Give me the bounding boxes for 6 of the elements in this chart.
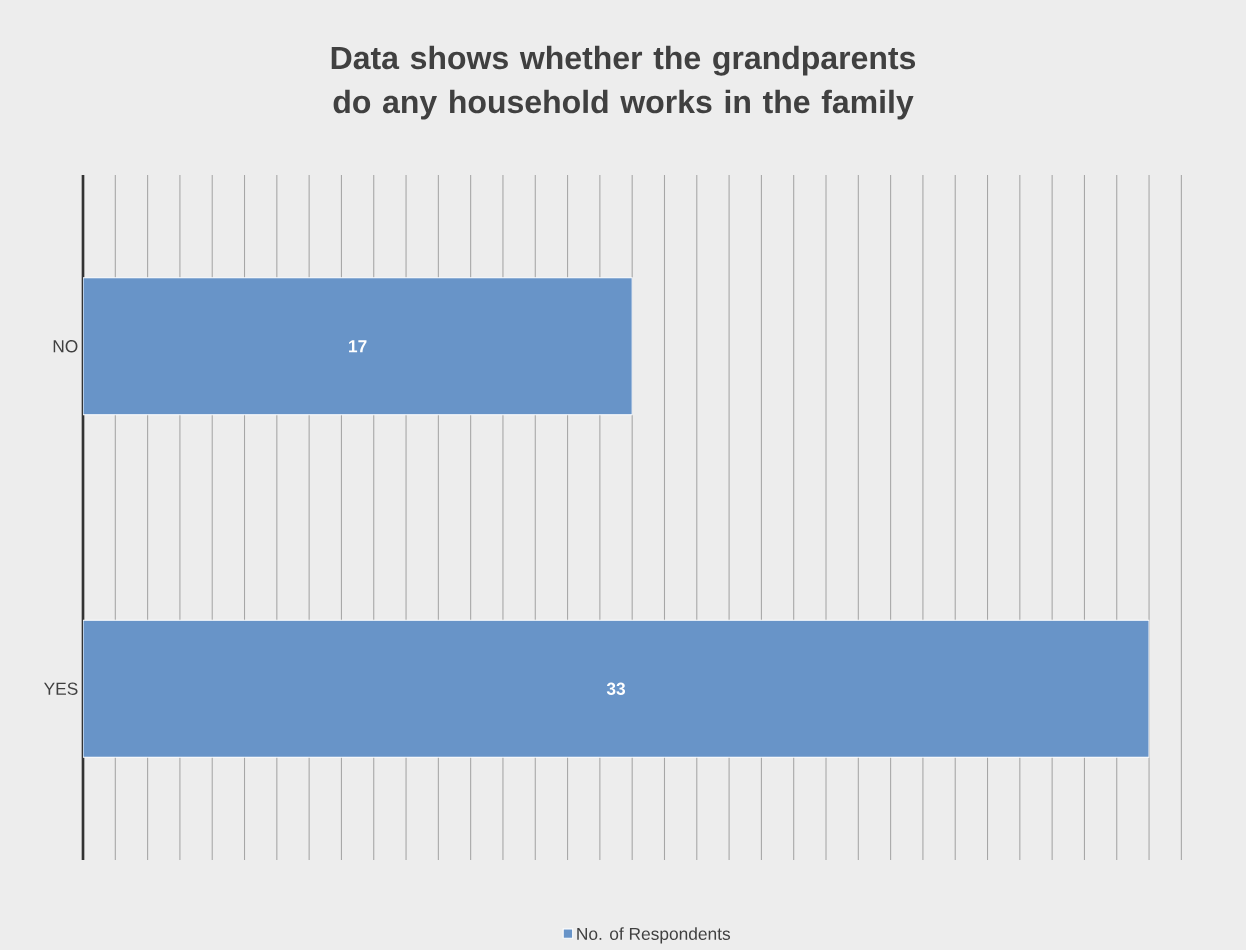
y-tick-label: YES [43, 682, 78, 695]
data-label: 33 [606, 682, 626, 695]
data-label: 17 [349, 340, 367, 353]
chart-title: Data shows whether the grandparents do any household works in the family [331, 45, 916, 120]
legend-label: No. of Respondents [577, 927, 731, 944]
y-tick-label: NO [53, 340, 78, 353]
